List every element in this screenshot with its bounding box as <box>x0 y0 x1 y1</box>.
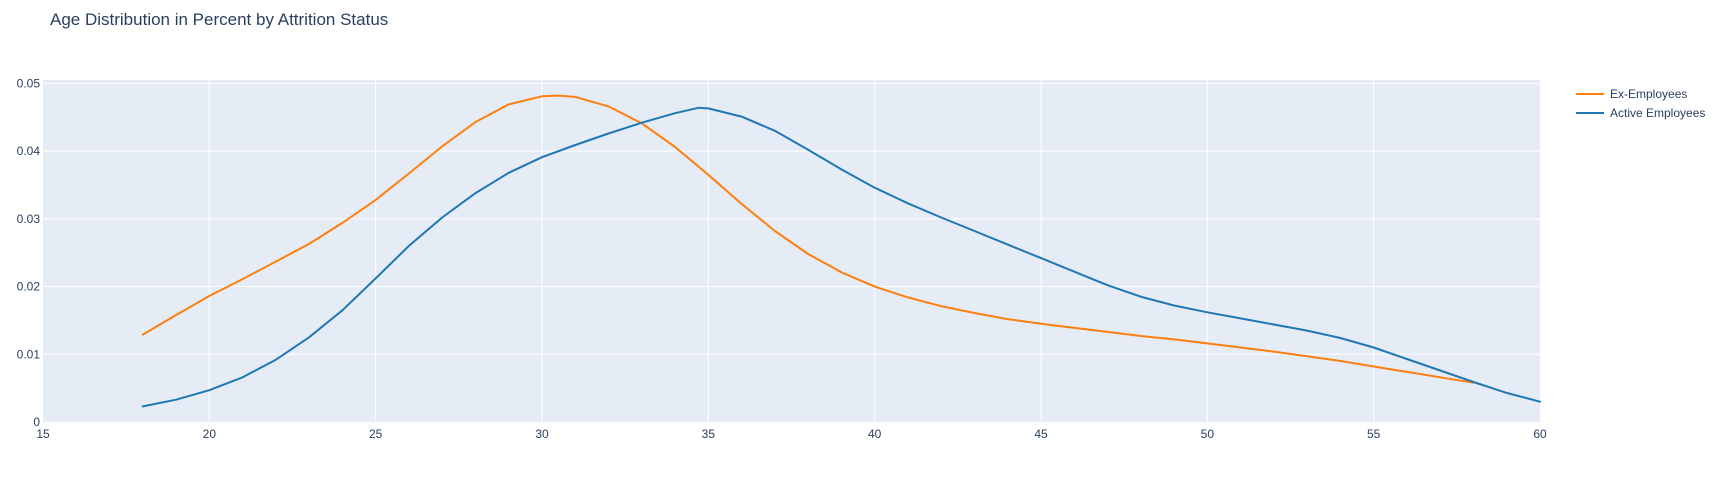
x-tick-label: 25 <box>369 427 383 441</box>
x-tick-label: 35 <box>702 427 716 441</box>
legend-item-1[interactable]: Active Employees <box>1576 106 1705 120</box>
x-tick-label: 20 <box>203 427 217 441</box>
legend-item-0[interactable]: Ex-Employees <box>1576 87 1687 101</box>
y-tick-label: 0.01 <box>17 347 41 361</box>
x-tick-label: 30 <box>535 427 549 441</box>
x-tick-label: 55 <box>1367 427 1381 441</box>
series-lines <box>141 94 1541 408</box>
legend[interactable]: Ex-Employees Active Employees <box>1576 87 1705 120</box>
legend-label: Active Employees <box>1610 106 1705 120</box>
chart-title: Age Distribution in Percent by Attrition… <box>50 10 389 29</box>
y-tick-label: 0 <box>33 415 40 429</box>
plot-area <box>43 80 1540 422</box>
x-tick-label: 45 <box>1034 427 1048 441</box>
x-tick-label: 60 <box>1533 427 1547 441</box>
y-tick-label: 0.05 <box>17 76 41 90</box>
series-line-1 <box>141 106 1541 408</box>
x-tick-label: 40 <box>868 427 882 441</box>
series-line-0 <box>141 94 1475 384</box>
y-tick-label: 0.02 <box>17 280 41 294</box>
y-tick-label: 0.04 <box>17 144 41 158</box>
axis-tick-labels: 15 20 25 30 35 40 45 50 55 60 0 0.01 0.02 0.03 0.04 0.0… <box>17 76 1547 441</box>
grid-lines <box>43 80 1540 422</box>
x-tick-label: 50 <box>1201 427 1215 441</box>
y-tick-label: 0.03 <box>17 212 41 226</box>
legend-label: Ex-Employees <box>1610 87 1687 101</box>
x-tick-label: 15 <box>36 427 50 441</box>
